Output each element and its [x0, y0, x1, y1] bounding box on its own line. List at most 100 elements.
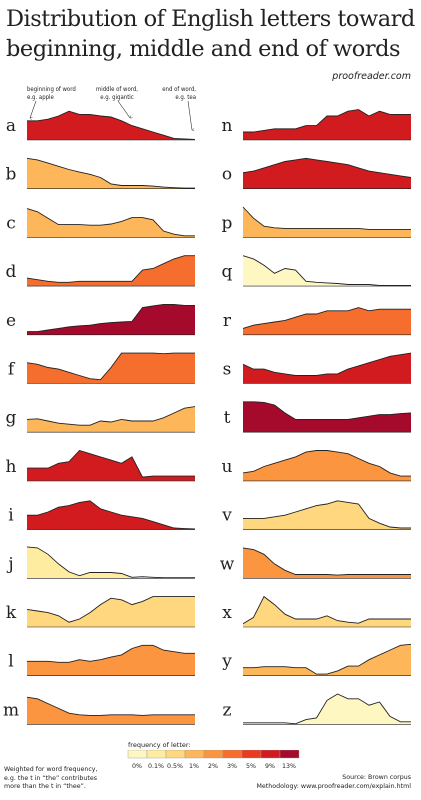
letter-label-n: n [222, 116, 233, 136]
letter-label-i: i [8, 506, 14, 526]
title-line-1: Distribution of English letters toward [6, 6, 415, 32]
letter-panel-m: m [3, 696, 195, 725]
letter-panels: a b c d e f g h i j k l m n o p q r s t u v w x y z [3, 109, 412, 725]
line-p [242, 206, 411, 230]
letter-panel-g: g [6, 406, 196, 433]
area-c [27, 208, 195, 238]
line-j [26, 546, 195, 579]
legend-label: 3% [227, 763, 237, 770]
letter-panel-b: b [6, 157, 195, 189]
area-z [243, 694, 411, 725]
letter-panel-a: a [6, 110, 196, 141]
line-s [242, 352, 412, 376]
letter-label-b: b [6, 165, 17, 185]
legend-swatch [165, 750, 186, 759]
letter-panel-x: x [222, 595, 411, 628]
letter-label-r: r [223, 311, 232, 331]
letter-panel-p: p [222, 206, 411, 238]
letter-label-c: c [6, 213, 16, 233]
line-v [243, 500, 411, 529]
hint-middle: middle of word, e.g. gigantic [95, 86, 139, 101]
hint-arrow-2 [187, 100, 192, 130]
letter-label-a: a [6, 116, 16, 136]
line-o [242, 157, 412, 178]
legend-label: 2% [208, 763, 218, 770]
legend-label: 0.5% [167, 763, 183, 770]
small-multiples-chart: a b c d e f g h i j k l m n o p q r s t u v w x y z [3, 100, 412, 725]
hint-arrow-0 [30, 100, 37, 118]
line-r [242, 307, 411, 329]
area-q [243, 255, 411, 287]
letter-label-v: v [221, 506, 232, 526]
line-x [242, 595, 411, 625]
legend-swatch [241, 750, 262, 759]
letter-panel-e: e [6, 303, 195, 336]
letter-panel-j: j [6, 546, 195, 579]
chart-title: Distribution of English letters toward b… [6, 4, 418, 64]
letter-panel-n: n [222, 109, 411, 141]
brand-label: proofreader.com [332, 71, 411, 82]
letter-label-l: l [8, 652, 13, 672]
letter-panel-l: l [8, 644, 195, 677]
area-a [27, 111, 195, 140]
letter-label-f: f [8, 360, 16, 380]
letter-label-j: j [6, 554, 13, 574]
line-f [26, 352, 195, 381]
letter-panel-h: h [6, 449, 195, 482]
area-i [27, 500, 195, 530]
area-f [27, 353, 195, 384]
legend-swatch [127, 750, 148, 759]
legend-swatch [222, 750, 243, 759]
line-z [243, 693, 411, 725]
area-s [243, 353, 411, 384]
legend-swatch [279, 750, 300, 759]
letter-panel-u: u [222, 450, 411, 482]
letter-panel-i: i [8, 500, 196, 530]
area-e [27, 304, 195, 335]
line-c [26, 208, 195, 237]
line-k [26, 596, 195, 623]
letter-panel-s: s [223, 352, 412, 384]
area-l [27, 645, 195, 676]
area-h [27, 450, 195, 481]
hint-arrows [30, 100, 192, 130]
area-k [27, 596, 195, 627]
letter-label-z: z [223, 700, 232, 720]
line-t [243, 401, 412, 420]
letter-label-q: q [222, 262, 233, 282]
letter-panel-c: c [6, 208, 195, 238]
letter-panel-q: q [222, 255, 411, 287]
letter-label-g: g [6, 408, 17, 428]
area-y [243, 644, 411, 676]
legend-label: 13% [282, 763, 296, 770]
area-d [27, 255, 195, 287]
legend-swatch [146, 750, 167, 759]
letter-panel-t: t [224, 401, 412, 433]
legend-swatch [184, 750, 205, 759]
letter-panel-v: v [221, 500, 411, 530]
letter-panel-z: z [223, 693, 411, 725]
area-x [243, 596, 411, 627]
legend-label: 1% [189, 763, 199, 770]
title-line-2: beginning, middle and end of words [6, 36, 401, 62]
area-o [243, 158, 411, 189]
letter-label-d: d [6, 262, 17, 282]
area-w [243, 547, 411, 579]
hint-end: end of word, e.g. tea [162, 86, 196, 101]
line-m [26, 696, 195, 716]
letter-label-t: t [224, 408, 231, 428]
legend-label: 5% [246, 763, 256, 770]
line-h [27, 449, 195, 478]
source-note: Source: Brown corpus Methodology: www.pr… [256, 774, 411, 790]
hint-arrow-1 [117, 100, 130, 118]
area-g [27, 406, 195, 433]
weighting-note: Weighted for word frequency, e.g. the t … [4, 766, 98, 790]
hint-beginning: beginning of word e.g. apple [27, 86, 76, 101]
legend-swatch [260, 750, 281, 759]
line-d [26, 255, 195, 283]
area-v [243, 500, 411, 530]
area-n [243, 109, 411, 140]
letter-label-y: y [221, 652, 232, 672]
line-l [27, 644, 195, 663]
letter-panel-d: d [6, 255, 195, 287]
